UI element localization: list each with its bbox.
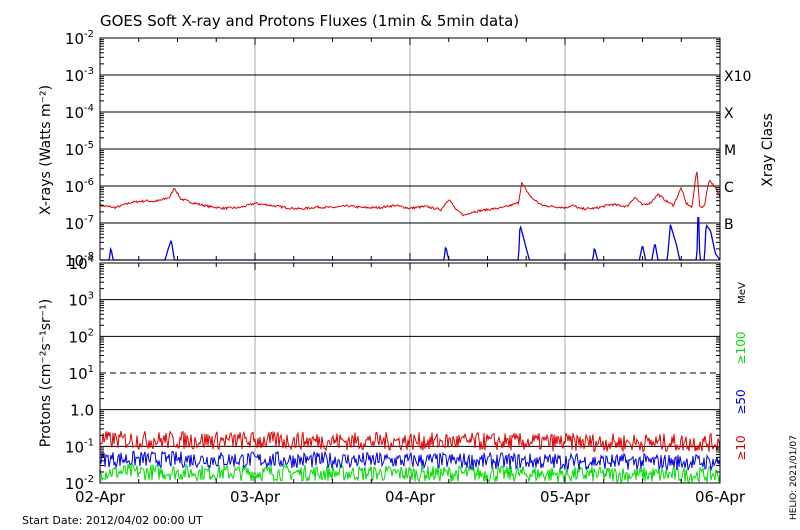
proton-legend-label: ≥100 (734, 332, 748, 365)
proton-axis-label: Protons (cm⁻²s⁻¹sr⁻¹) (38, 299, 54, 448)
xray-long-channel-line (99, 171, 721, 217)
xray-axis-label: X-rays (Watts m⁻²) (38, 85, 54, 215)
proton-legend-label: ≥50 (734, 389, 748, 414)
proton-y-tick-label: 10-1 (65, 437, 94, 456)
proton-unit-label: MeV (737, 282, 748, 304)
x-tick-label: 04-Apr (385, 488, 436, 506)
xray-class-label: C (724, 180, 734, 196)
proton-y-tick-label: 101 (69, 364, 94, 383)
xray-y-tick-label: 10-6 (65, 177, 94, 196)
proton-series-line (99, 450, 721, 472)
proton-y-tick-label: 10-2 (65, 474, 94, 493)
xray-class-axis-label: Xray Class (760, 113, 776, 187)
x-tick-label: 02-Apr (75, 488, 126, 506)
xray-y-tick-label: 10-7 (65, 214, 94, 233)
proton-series-line (99, 430, 721, 453)
x-tick-label: 06-Apr (695, 488, 746, 506)
xray-panel: 10-2 10-3 10-4 10-5 10-6 10-7 10-8 X10 X M C B Xra… (38, 29, 776, 270)
helio-credit: HELIO: 2021/01/07 (789, 435, 799, 520)
x-tick-label: 03-Apr (230, 488, 281, 506)
proton-legend-label: ≥10 (734, 435, 748, 460)
proton-panel: 104 103 102 101 1.0 10-1 10-2 ≥100 ≥50 ≥10 MeV Pr… (38, 254, 748, 493)
xray-class-label: B (724, 217, 734, 233)
chart-title: GOES Soft X-ray and Protons Fluxes (1min… (100, 12, 519, 30)
xray-y-tick-label: 10-3 (65, 66, 94, 85)
xray-class-label: X10 (724, 69, 751, 85)
xray-y-tick-label: 10-5 (65, 140, 94, 159)
xray-y-tick-label: 10-2 (65, 29, 94, 48)
x-tick-label: 05-Apr (540, 488, 591, 506)
proton-y-tick-label: 103 (69, 291, 94, 310)
proton-series-line (99, 463, 721, 484)
proton-y-tick-label: 102 (69, 327, 94, 346)
xray-class-label: X (724, 106, 734, 122)
xray-y-tick-label: 10-4 (65, 103, 94, 122)
xray-class-label: M (724, 143, 736, 159)
start-date-label: Start Date: 2012/04/02 00:00 UT (22, 514, 203, 527)
proton-y-tick-label: 1.0 (70, 402, 94, 420)
xray-y-tick-label: 10-8 (65, 251, 94, 270)
proton-y-tick-label: 104 (69, 254, 94, 273)
